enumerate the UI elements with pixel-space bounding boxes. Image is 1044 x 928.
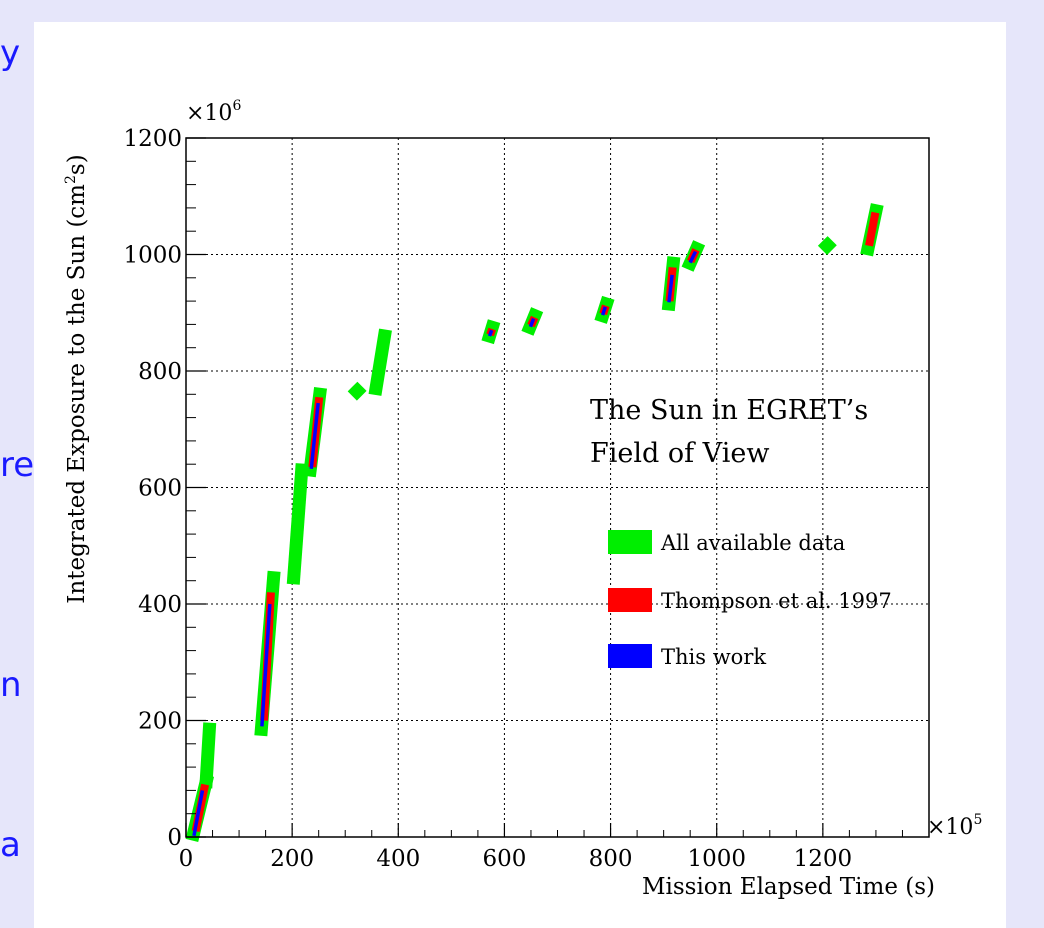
series-2: [192, 250, 698, 837]
legend-label: Thompson et al. 1997: [661, 589, 892, 613]
data-segment: [368, 328, 392, 396]
data-segment: [528, 317, 536, 328]
y-tick-label: 400: [138, 592, 182, 618]
data-segment: [487, 329, 494, 337]
x-tick-label: 400: [376, 846, 420, 872]
data-segment: [199, 722, 217, 789]
x-tick-label: 800: [589, 846, 633, 872]
x-tick-label: 600: [482, 846, 526, 872]
y-tick-label: 1000: [123, 243, 182, 269]
legend-title-line-2: Field of View: [590, 438, 769, 469]
tick-labels: 0 200 400 600 800 1000 1200 0 200 400 600 800 1000 12…: [123, 126, 852, 872]
y-tick-label: 0: [167, 825, 182, 851]
ticks: [185, 137, 903, 838]
legend: All available data Thompson et al. 1997 Th…: [608, 530, 892, 669]
x-multiplier: ×105: [927, 812, 982, 840]
data-segment: [309, 402, 320, 470]
y-multiplier: ×106: [186, 98, 241, 126]
exposure-chart: 0 200 400 600 800 1000 1200 0 200 400 600 800 1000 12…: [63, 98, 982, 900]
data-segment: [600, 306, 607, 316]
x-tick-label: 1000: [687, 846, 746, 872]
data-segment: [347, 381, 367, 401]
data-segment: [667, 274, 674, 303]
side-text-4: a: [0, 825, 21, 865]
data-segment: [260, 603, 272, 727]
x-tick-label: 0: [179, 846, 194, 872]
y-axis-label: Integrated Exposure to the Sun (cm2s): [63, 154, 90, 603]
x-tick-label: 1200: [794, 846, 853, 872]
chart-panel: 0 200 400 600 800 1000 1200 0 200 400 600 800 1000 12…: [34, 22, 1006, 928]
legend-swatch: [608, 644, 652, 668]
data-segment: [286, 463, 309, 585]
y-tick-label: 1200: [123, 126, 182, 152]
legend-title-line-1: The Sun in EGRET’s: [590, 395, 868, 426]
side-text-1: y: [0, 33, 21, 73]
legend-label: All available data: [660, 531, 845, 555]
y-tick-label: 600: [138, 476, 182, 502]
data-segment: [192, 790, 205, 837]
data-segment: [817, 236, 837, 255]
data-segment: [865, 211, 880, 247]
y-tick-label: 200: [138, 709, 182, 735]
side-text-3: n: [0, 665, 22, 705]
legend-label: This work: [661, 645, 766, 669]
legend-swatch: [608, 588, 652, 612]
x-tick-label: 200: [270, 846, 314, 872]
x-axis-label: Mission Elapsed Time (s): [642, 874, 935, 900]
legend-swatch: [608, 530, 652, 554]
data-segments: [185, 203, 884, 842]
y-tick-label: 800: [138, 359, 182, 385]
side-text-2: re: [0, 445, 35, 485]
data-segment: [688, 250, 698, 264]
series-0: [185, 203, 884, 842]
